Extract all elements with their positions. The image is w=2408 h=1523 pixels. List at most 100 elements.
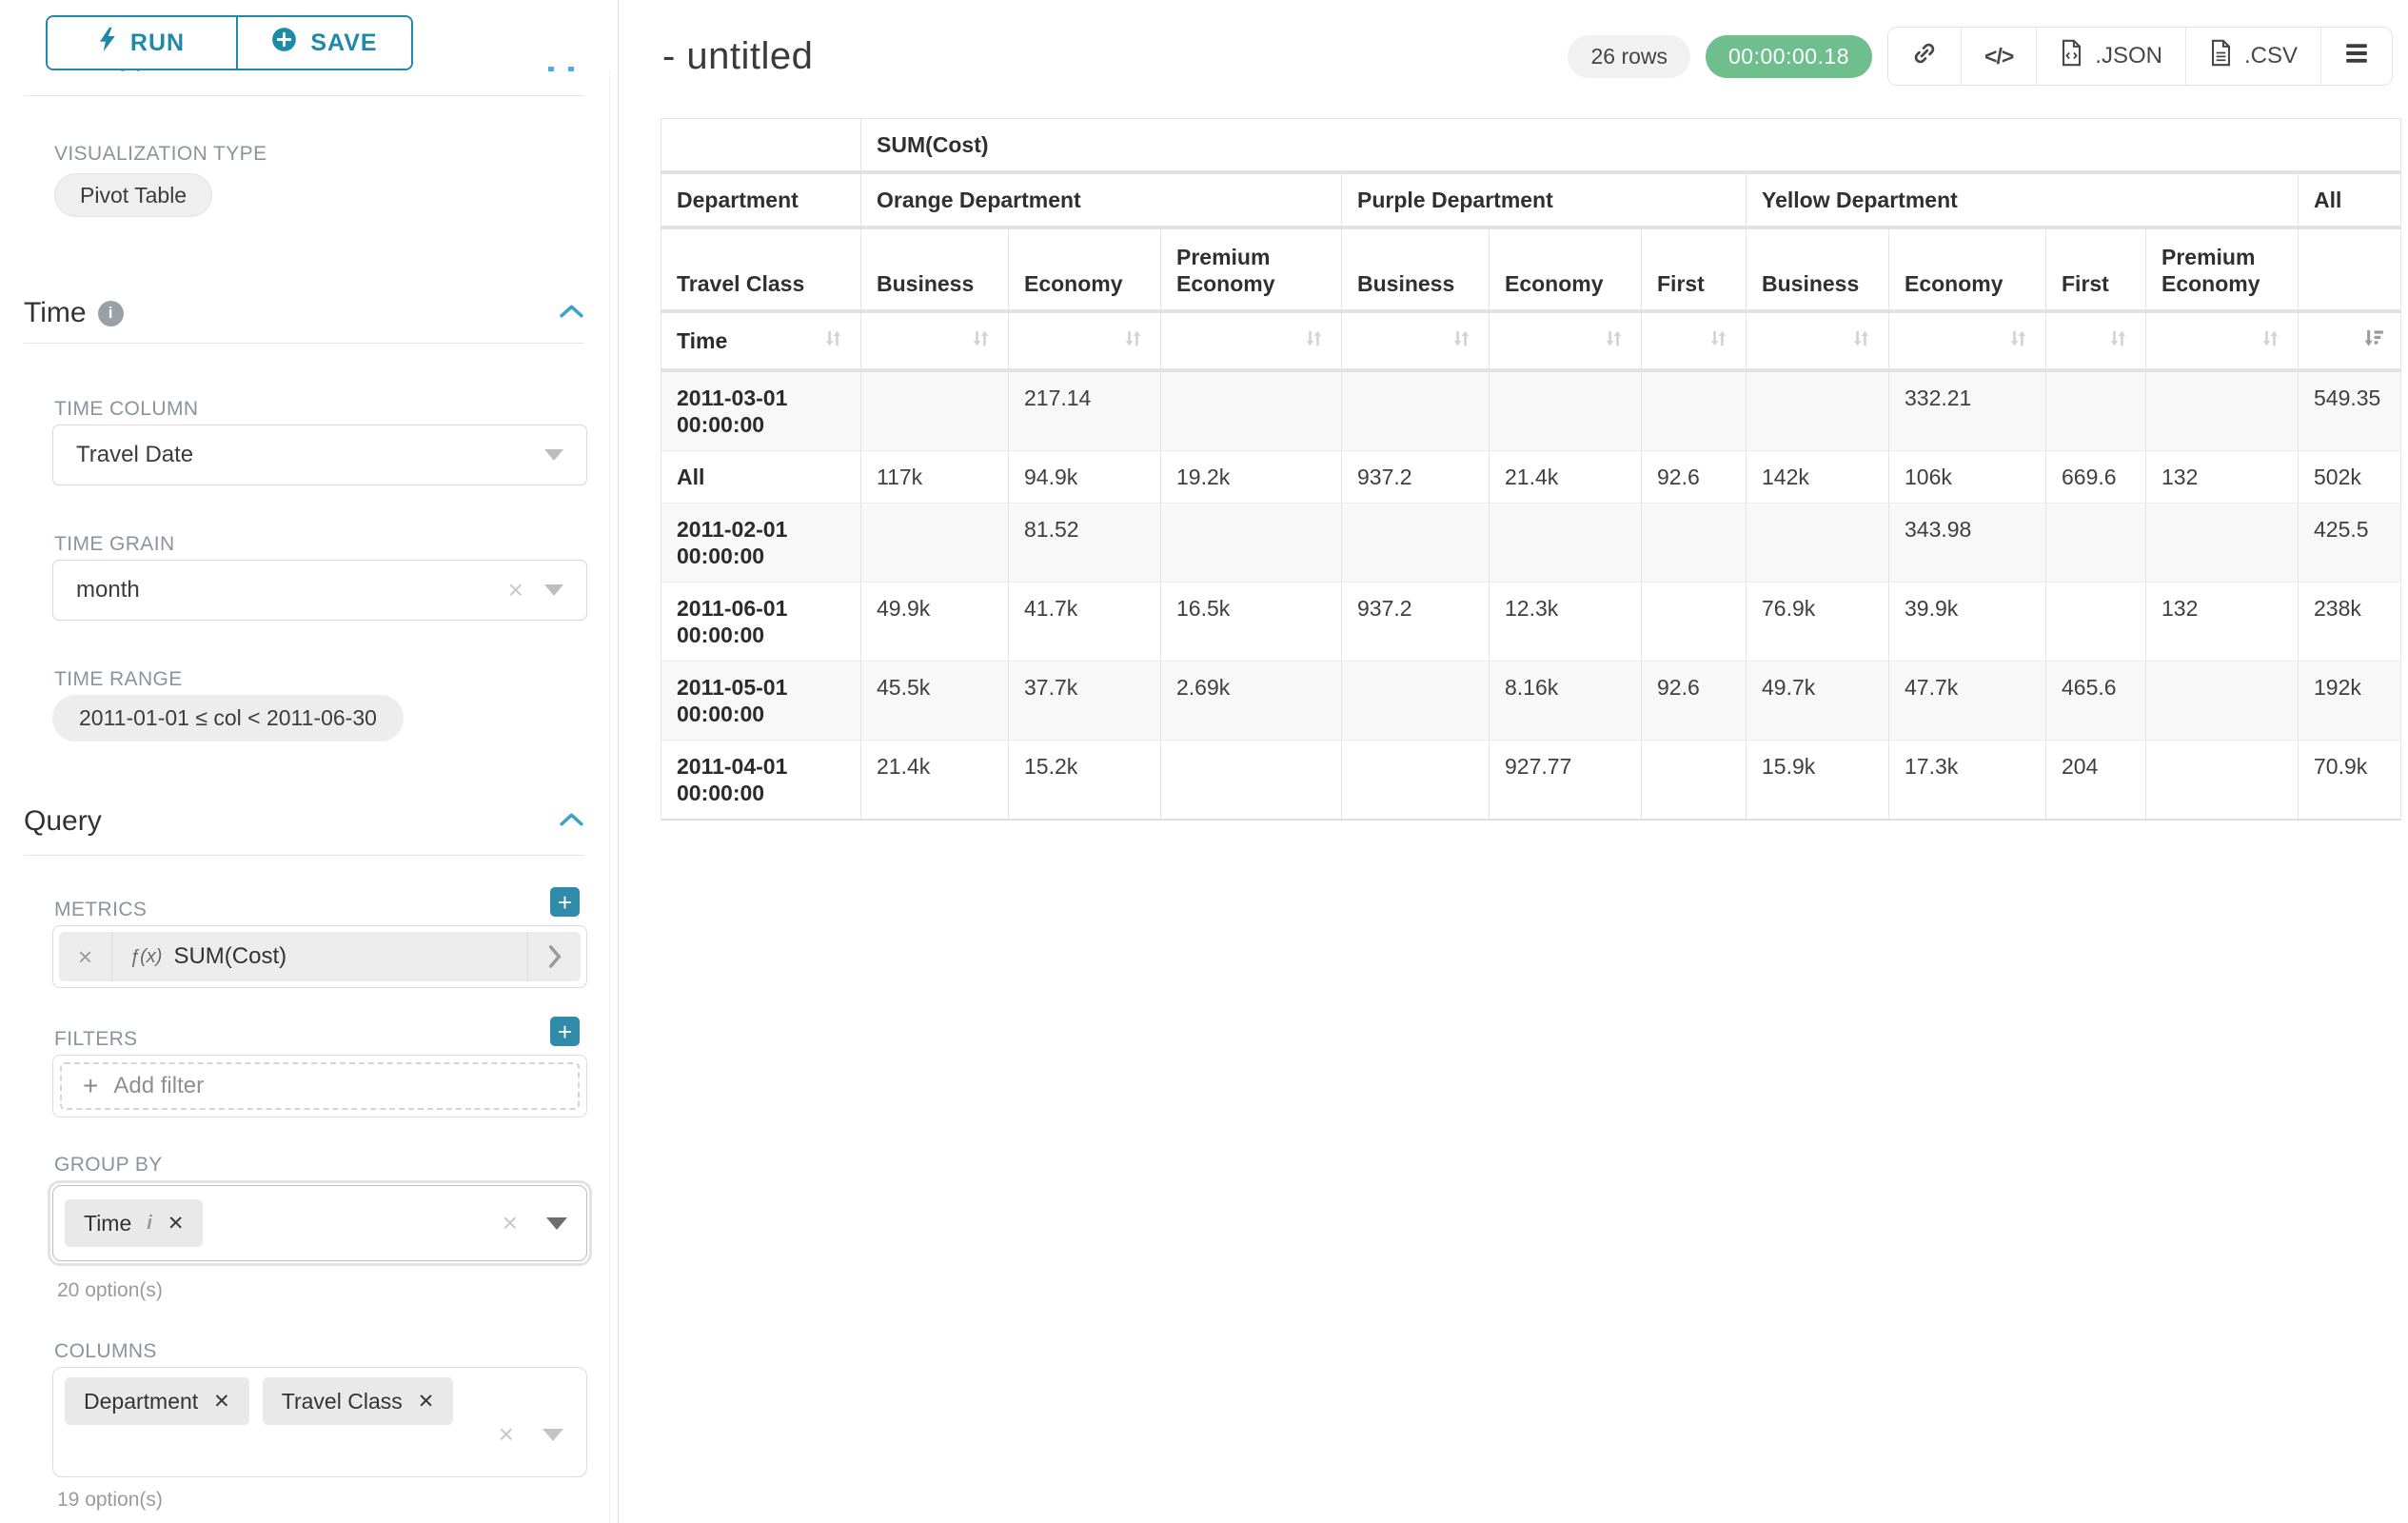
- csv-button-label: .CSV: [2243, 43, 2298, 69]
- sort-header-cell: [1746, 310, 1889, 372]
- department-group-header: Purple Department: [1341, 171, 1747, 229]
- sort-descending-active-icon[interactable]: [2360, 326, 2385, 356]
- travel-class-header: Business: [1746, 227, 1889, 313]
- pivot-value-cell: 49.9k: [860, 582, 1009, 662]
- columns-select[interactable]: Department ✕ Travel Class ✕ ×: [52, 1367, 587, 1477]
- sort-icon[interactable]: [821, 326, 845, 356]
- panel-resize-handle[interactable]: [548, 67, 574, 71]
- department-axis-label: Department: [661, 171, 861, 229]
- row-header-time: 2011-04-01 00:00:00: [661, 740, 861, 821]
- sort-icon[interactable]: [2259, 326, 2282, 356]
- export-json-button[interactable]: .JSON: [2036, 28, 2185, 85]
- time-column-select[interactable]: Travel Date: [52, 425, 587, 485]
- menu-button[interactable]: [2320, 28, 2392, 85]
- copy-link-button[interactable]: [1888, 28, 1962, 85]
- travel-class-header: Economy: [1489, 227, 1642, 313]
- sort-icon[interactable]: [1450, 326, 1473, 356]
- remove-chip-icon[interactable]: ✕: [167, 1212, 185, 1235]
- pivot-value-cell: 927.77: [1489, 740, 1642, 821]
- pivot-value-cell: 343.98: [1888, 503, 2046, 583]
- travel-class-axis-label: Travel Class: [661, 227, 861, 313]
- pivot-value-cell: [1160, 503, 1342, 583]
- sort-header-cell: [1008, 310, 1161, 372]
- sort-icon[interactable]: [1602, 326, 1626, 356]
- clear-icon[interactable]: ×: [498, 1419, 514, 1449]
- csv-file-icon: [2209, 39, 2233, 73]
- department-group-header: Orange Department: [860, 171, 1342, 229]
- pivot-value-cell: 549.35: [2297, 369, 2402, 451]
- pivot-value-cell: [1341, 661, 1490, 741]
- sort-icon[interactable]: [1121, 326, 1145, 356]
- clear-icon[interactable]: ×: [502, 1208, 518, 1237]
- pivot-table-wrapper: SUM(Cost) Department Orange Department Purp…: [661, 118, 2408, 821]
- remove-chip-icon[interactable]: ✕: [417, 1390, 435, 1413]
- sort-icon[interactable]: [2106, 326, 2130, 356]
- chevron-down-icon: [544, 449, 563, 461]
- group-by-option-count: 20 option(s): [57, 1279, 163, 1301]
- sort-header-cell: [860, 310, 1009, 372]
- time-grain-select[interactable]: month ×: [52, 560, 587, 621]
- sort-header-cell: [1888, 310, 2046, 372]
- time-axis-label: Time: [677, 328, 728, 353]
- add-filter-plus-button[interactable]: +: [550, 1017, 580, 1046]
- metric-item[interactable]: × ƒ(x) SUM(Cost): [59, 932, 581, 981]
- time-range-value[interactable]: 2011-01-01 ≤ col < 2011-06-30: [52, 695, 404, 742]
- sort-icon[interactable]: [1302, 326, 1326, 356]
- save-button[interactable]: SAVE: [238, 17, 411, 69]
- export-csv-button[interactable]: .CSV: [2184, 28, 2320, 85]
- code-icon: </>: [1984, 43, 2014, 69]
- pivot-value-cell: 142k: [1746, 450, 1889, 504]
- pivot-value-cell: 332.21: [1888, 369, 2046, 451]
- sort-icon[interactable]: [969, 326, 993, 356]
- visualization-type-value[interactable]: Pivot Table: [54, 173, 213, 217]
- view-query-button[interactable]: </>: [1961, 28, 2037, 85]
- pivot-value-cell: [1641, 740, 1747, 821]
- run-button[interactable]: RUN: [48, 17, 238, 69]
- divider: [24, 343, 584, 344]
- sort-header-cell: [2145, 310, 2299, 372]
- sort-header-cell: [1160, 310, 1342, 372]
- chevron-down-icon: [543, 1428, 563, 1441]
- pivot-value-cell: 47.7k: [1888, 661, 2046, 741]
- travel-class-header: Premium Economy: [1160, 227, 1342, 313]
- pivot-value-cell: 94.9k: [1008, 450, 1161, 504]
- selected-option-chip[interactable]: Travel Class ✕: [262, 1377, 454, 1425]
- remove-chip-icon[interactable]: ✕: [213, 1390, 230, 1413]
- travel-class-header: Business: [1341, 227, 1490, 313]
- link-icon: [1911, 40, 1938, 73]
- travel-class-header: Economy: [1888, 227, 2046, 313]
- remove-metric-icon[interactable]: ×: [59, 932, 112, 981]
- group-by-select[interactable]: Time i ✕ ×: [52, 1185, 587, 1261]
- sort-icon[interactable]: [1849, 326, 1873, 356]
- json-button-label: .JSON: [2095, 43, 2162, 69]
- time-grain-value: month: [76, 577, 140, 603]
- query-section-header: Query: [24, 805, 584, 838]
- add-metric-button[interactable]: +: [550, 887, 580, 917]
- pivot-value-cell: 41.7k: [1008, 582, 1161, 662]
- chevron-right-icon[interactable]: [527, 932, 581, 981]
- add-filter-button[interactable]: + Add filter: [60, 1062, 580, 1110]
- filters-container: + Add filter: [52, 1055, 587, 1118]
- travel-class-header: First: [1641, 227, 1747, 313]
- pivot-value-cell: 21.4k: [1489, 450, 1642, 504]
- chip-label: Department: [84, 1388, 199, 1414]
- selected-option-chip[interactable]: Department ✕: [65, 1377, 249, 1425]
- pivot-value-cell: 76.9k: [1746, 582, 1889, 662]
- pivot-value-cell: [2145, 369, 2299, 451]
- pivot-value-cell: 92.6: [1641, 661, 1747, 741]
- info-icon: i: [147, 1212, 152, 1234]
- time-section-title: Time: [24, 297, 87, 328]
- time-axis-header: Time: [661, 310, 861, 372]
- sort-icon[interactable]: [1707, 326, 1730, 356]
- pivot-value-cell: 117k: [860, 450, 1009, 504]
- row-header-time: All: [661, 450, 861, 504]
- chevron-up-icon[interactable]: [559, 303, 584, 324]
- chevron-up-icon[interactable]: [559, 811, 584, 832]
- travel-class-header: Economy: [1008, 227, 1161, 313]
- clear-icon[interactable]: ×: [507, 575, 523, 604]
- pivot-value-cell: [860, 503, 1009, 583]
- selected-option-chip[interactable]: Time i ✕: [65, 1199, 204, 1247]
- chip-label: Travel Class: [281, 1388, 403, 1414]
- pivot-value-cell: [1641, 582, 1747, 662]
- sort-icon[interactable]: [2006, 326, 2030, 356]
